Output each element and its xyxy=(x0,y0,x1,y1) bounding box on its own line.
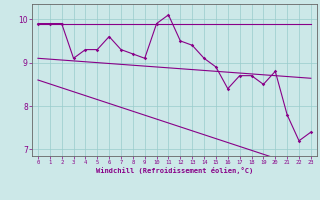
X-axis label: Windchill (Refroidissement éolien,°C): Windchill (Refroidissement éolien,°C) xyxy=(96,167,253,174)
